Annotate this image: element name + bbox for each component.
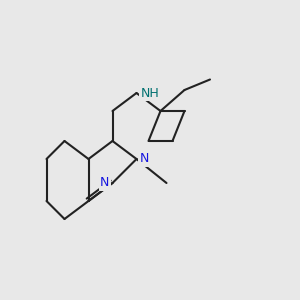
Text: NH: NH (140, 86, 159, 100)
Text: N: N (100, 176, 110, 190)
Text: N: N (140, 152, 149, 166)
